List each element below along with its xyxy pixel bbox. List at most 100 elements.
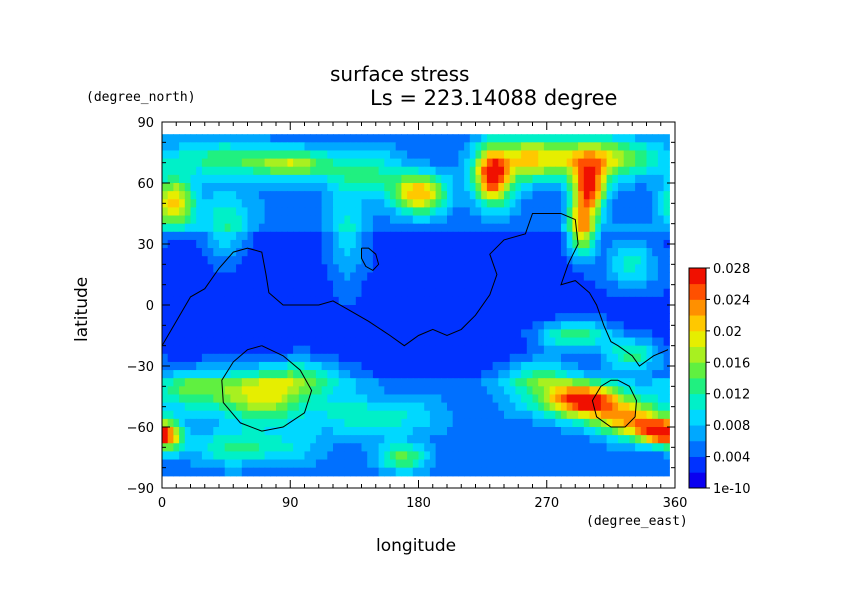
heatmap-cell: [207, 272, 214, 282]
heatmap-cell: [663, 183, 670, 192]
heatmap-cell: [481, 199, 488, 208]
heatmap-cell: [583, 223, 591, 233]
heatmap-cell: [629, 280, 636, 290]
heatmap-cell: [526, 410, 534, 420]
heatmap-cell: [401, 451, 408, 461]
heatmap-cell: [384, 337, 391, 347]
heatmap-cell: [361, 174, 368, 184]
heatmap-cell: [657, 386, 665, 396]
heatmap-cell: [538, 378, 545, 387]
heatmap-cell: [526, 272, 534, 282]
heatmap-cell: [207, 199, 214, 208]
heatmap-cell: [167, 329, 174, 339]
heatmap-cell: [509, 142, 516, 152]
heatmap-cell: [526, 427, 534, 436]
heatmap-cell: [378, 337, 385, 347]
heatmap-cell: [515, 467, 522, 477]
heatmap-cell: [361, 370, 368, 379]
heatmap-cell: [390, 264, 397, 274]
heatmap-cell: [458, 158, 465, 168]
heatmap-cell: [509, 467, 516, 477]
heatmap-cell: [595, 370, 602, 379]
heatmap-cell: [623, 427, 630, 436]
heatmap-cell: [258, 158, 266, 168]
heatmap-cell: [179, 435, 186, 444]
heatmap-cell: [298, 191, 306, 200]
heatmap-cell: [230, 288, 237, 298]
heatmap-cell: [618, 199, 625, 208]
heatmap-cell: [395, 272, 402, 282]
heatmap-cell: [201, 223, 209, 233]
heatmap-cell: [190, 427, 197, 436]
heatmap-cell: [429, 280, 437, 290]
heatmap-cell: [355, 353, 363, 363]
heatmap-cell: [201, 183, 209, 192]
heatmap-cell: [207, 207, 214, 217]
heatmap-cell: [276, 451, 283, 461]
heatmap-cell: [304, 239, 311, 249]
heatmap-cell: [583, 256, 591, 265]
heatmap-cell: [390, 207, 397, 217]
heatmap-cell: [247, 443, 254, 452]
heatmap-cell: [355, 435, 363, 444]
heatmap-cell: [281, 394, 288, 404]
heatmap-cell: [538, 467, 545, 477]
heatmap-cell: [640, 394, 648, 404]
heatmap-cell: [241, 337, 249, 347]
heatmap-cell: [578, 443, 585, 452]
heatmap-cell: [555, 329, 562, 339]
heatmap-cell: [401, 174, 408, 184]
heatmap-cell: [618, 418, 625, 428]
heatmap-cell: [515, 280, 522, 290]
heatmap-cell: [549, 199, 556, 208]
heatmap-cell: [475, 264, 482, 274]
heatmap-cell: [498, 256, 505, 265]
heatmap-cell: [504, 158, 511, 168]
heatmap-cell: [663, 402, 670, 412]
heatmap-cell: [549, 231, 556, 241]
heatmap-cell: [429, 166, 437, 176]
heatmap-cell: [327, 239, 334, 249]
chart-title: surface stress: [330, 62, 470, 86]
heatmap-cell: [167, 248, 174, 257]
heatmap-cell: [207, 386, 214, 396]
heatmap-cell: [578, 394, 585, 404]
heatmap-cell: [196, 296, 203, 306]
heatmap-cell: [184, 191, 192, 200]
heatmap-cell: [258, 402, 266, 412]
heatmap-cell: [219, 402, 226, 412]
heatmap-cell: [663, 191, 670, 200]
heatmap-cell: [270, 158, 277, 168]
heatmap-cell: [378, 418, 385, 428]
heatmap-cell: [241, 158, 249, 168]
heatmap-cell: [196, 174, 203, 184]
heatmap-cell: [201, 264, 209, 274]
heatmap-cell: [167, 378, 174, 387]
heatmap-cell: [435, 313, 442, 322]
heatmap-cell: [384, 361, 391, 371]
heatmap-cell: [515, 272, 522, 282]
heatmap-cell: [196, 361, 203, 371]
heatmap-cell: [526, 280, 534, 290]
heatmap-cell: [258, 166, 266, 176]
heatmap-cell: [236, 345, 243, 355]
heatmap-cell: [458, 394, 465, 404]
heatmap-cell: [390, 191, 397, 200]
heatmap-cell: [162, 207, 169, 217]
heatmap-cell: [219, 223, 226, 233]
heatmap-cell: [179, 361, 186, 371]
heatmap-cell: [469, 288, 477, 298]
heatmap-cell: [561, 134, 568, 143]
heatmap-cell: [390, 288, 397, 298]
heatmap-cell: [583, 134, 591, 143]
heatmap-cell: [395, 296, 402, 306]
heatmap-cell: [566, 459, 573, 469]
heatmap-cell: [201, 435, 209, 444]
heatmap-cell: [378, 402, 385, 412]
heatmap-cell: [184, 264, 192, 274]
heatmap-cell: [612, 248, 619, 257]
heatmap-cell: [578, 191, 585, 200]
heatmap-cell: [657, 305, 665, 314]
heatmap-cell: [390, 386, 397, 396]
